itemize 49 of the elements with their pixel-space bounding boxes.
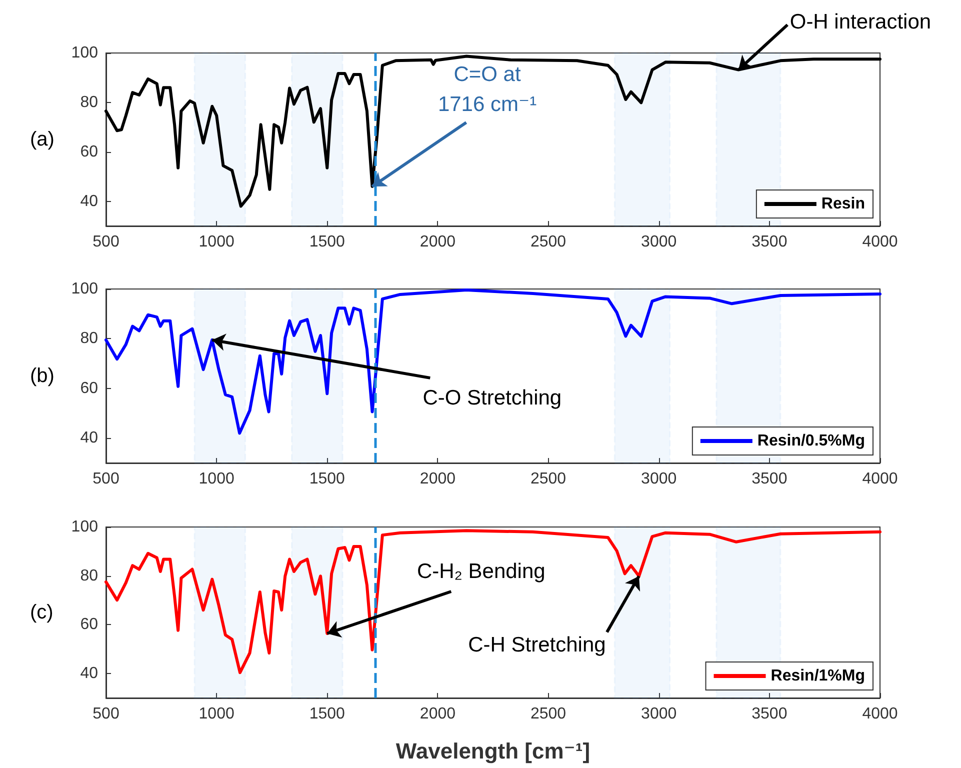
x-tick-label: 500	[92, 470, 120, 488]
y-tick-label: 60	[80, 143, 98, 160]
y-tick-label: 40	[80, 665, 98, 682]
text: (c)	[30, 602, 54, 624]
y-tick-label: 100	[71, 44, 98, 62]
x-tick-label: 1000	[198, 470, 234, 488]
text: (a)	[30, 128, 54, 150]
x-tick-label: 2000	[420, 234, 456, 250]
x-tick-label: 4000	[862, 706, 898, 722]
text: (b)	[30, 365, 54, 387]
annotation: C-O Stretching	[422, 386, 562, 410]
annotation: C-H Stretching	[468, 634, 606, 657]
x-tick-label: 3000	[641, 470, 677, 488]
line-series	[104, 288, 882, 435]
x-tick-label: 3500	[752, 470, 788, 488]
y-tick-label: 40	[80, 192, 98, 210]
x-tick-label: 2500	[530, 706, 566, 722]
legend-label: Resin	[821, 196, 866, 212]
x-tick-label: 2500	[530, 234, 566, 250]
legend-label: Resin/1%Mg	[770, 668, 866, 684]
legend-label: Resin/0.5%Mg	[757, 432, 866, 450]
y-tick-label: 80	[80, 330, 98, 348]
y-tick-label: 100	[71, 518, 98, 536]
x-tick-label: 3500	[752, 706, 788, 722]
y-tick-label: 80	[80, 94, 98, 111]
annotation: C=O at 1716 cm⁻¹	[438, 62, 537, 116]
y-tick-label: 80	[80, 567, 98, 584]
x-tick-label: 500	[92, 706, 120, 722]
x-tick-label: 1500	[309, 706, 346, 722]
x-tick-label: 3000	[641, 706, 677, 722]
x-tick-label: 1000	[198, 234, 234, 250]
x-tick-label: 2000	[420, 706, 456, 722]
x-tick-label: 1000	[198, 706, 234, 722]
x-tick-label: 4000	[862, 234, 898, 250]
annotation: O-H interaction	[790, 10, 932, 34]
x-tick-label: 1500	[309, 234, 346, 250]
x-tick-label: 1500	[309, 470, 346, 488]
x-tick-label: 3500	[752, 234, 788, 250]
x-tick-label: 2000	[420, 470, 456, 488]
y-tick-label: 100	[71, 280, 98, 298]
x-tick-label: 4000	[862, 470, 898, 488]
x-tick-label: 500	[92, 234, 120, 250]
x-tick-label: 2500	[530, 470, 566, 488]
y-tick-label: 40	[80, 430, 98, 447]
x-tick-label: 3000	[641, 234, 677, 250]
x-axis-title: Wavelength [cm⁻¹]	[396, 738, 590, 764]
y-tick-label: 60	[80, 380, 98, 397]
annotation: C-H₂ Bending	[416, 560, 546, 584]
y-tick-label: 60	[80, 616, 98, 634]
